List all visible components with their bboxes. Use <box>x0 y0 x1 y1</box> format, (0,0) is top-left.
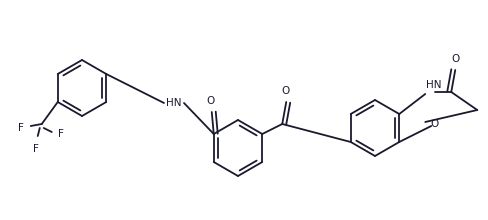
Text: F: F <box>33 144 39 154</box>
Text: HN: HN <box>166 98 182 108</box>
Text: F: F <box>18 123 24 133</box>
Text: O: O <box>429 119 438 129</box>
Text: HN: HN <box>426 80 441 90</box>
Text: F: F <box>58 129 63 139</box>
Text: O: O <box>206 96 214 106</box>
Text: O: O <box>450 54 458 64</box>
Text: O: O <box>281 86 289 96</box>
